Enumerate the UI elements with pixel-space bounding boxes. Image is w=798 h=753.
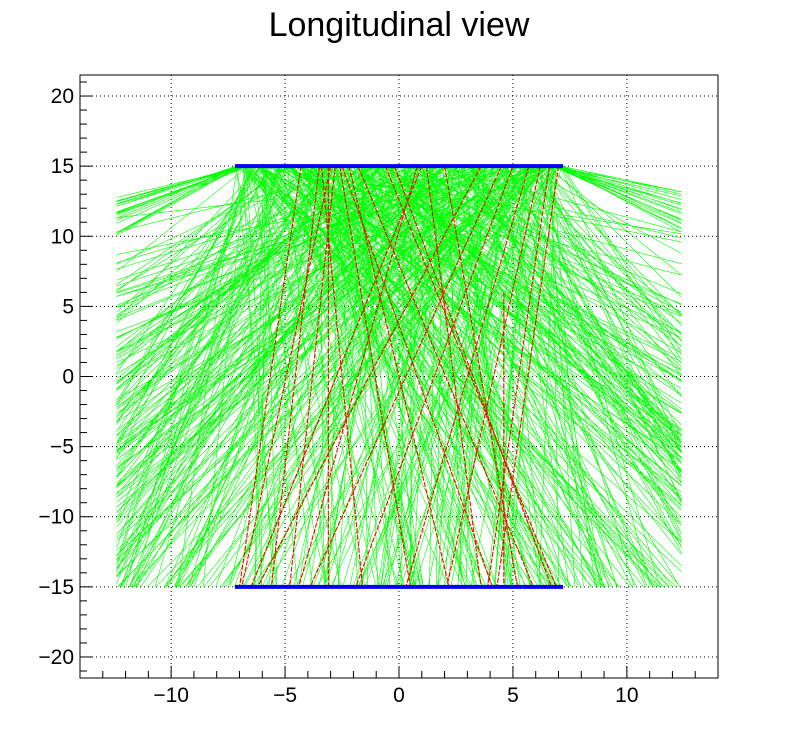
particle-track bbox=[250, 165, 423, 588]
x-tick-label: −5 bbox=[273, 684, 297, 707]
particle-track bbox=[487, 166, 550, 587]
particle-track bbox=[238, 166, 302, 587]
photon-track-bundle bbox=[116, 165, 682, 588]
y-tick-label: 15 bbox=[51, 155, 74, 178]
axes: −10 −5 0 5 10 −20 −15 −10 −5 0 5 10 15 20 bbox=[38, 81, 719, 707]
particle-track bbox=[298, 166, 418, 587]
x-tick-label: 0 bbox=[393, 684, 405, 707]
x-tick-label: −10 bbox=[153, 684, 189, 707]
y-tick-label: 10 bbox=[51, 225, 74, 248]
particle-track bbox=[384, 165, 557, 588]
y-tick-label: 20 bbox=[51, 85, 74, 108]
y-tick-label: −15 bbox=[38, 576, 74, 599]
particle-track bbox=[339, 166, 411, 587]
y-tick-label: −10 bbox=[38, 506, 74, 529]
particle-track bbox=[341, 165, 493, 588]
chart-title: Longitudinal view bbox=[269, 6, 530, 44]
particle-track bbox=[241, 166, 332, 587]
y-tick-label: −20 bbox=[38, 646, 74, 669]
particle-track bbox=[446, 166, 541, 587]
particle-tracks bbox=[238, 165, 560, 588]
x-tick-label: 10 bbox=[615, 684, 638, 707]
particle-track bbox=[393, 165, 553, 588]
detector-planes bbox=[234, 164, 564, 589]
photon-tracks bbox=[116, 165, 682, 588]
particle-track bbox=[425, 166, 482, 587]
particle-track bbox=[405, 165, 530, 588]
particle-track bbox=[320, 166, 364, 587]
y-tick-label: −5 bbox=[50, 436, 74, 459]
y-tick-label: 0 bbox=[62, 366, 74, 389]
particle-track bbox=[496, 166, 560, 587]
particle-track bbox=[257, 165, 482, 588]
x-tick-label: 5 bbox=[507, 684, 519, 707]
particle-track bbox=[444, 166, 519, 587]
particle-track bbox=[355, 165, 514, 588]
y-tick-label: 5 bbox=[62, 295, 74, 318]
particle-track bbox=[289, 166, 336, 587]
particle-track bbox=[309, 165, 503, 588]
particle-track bbox=[348, 166, 450, 587]
